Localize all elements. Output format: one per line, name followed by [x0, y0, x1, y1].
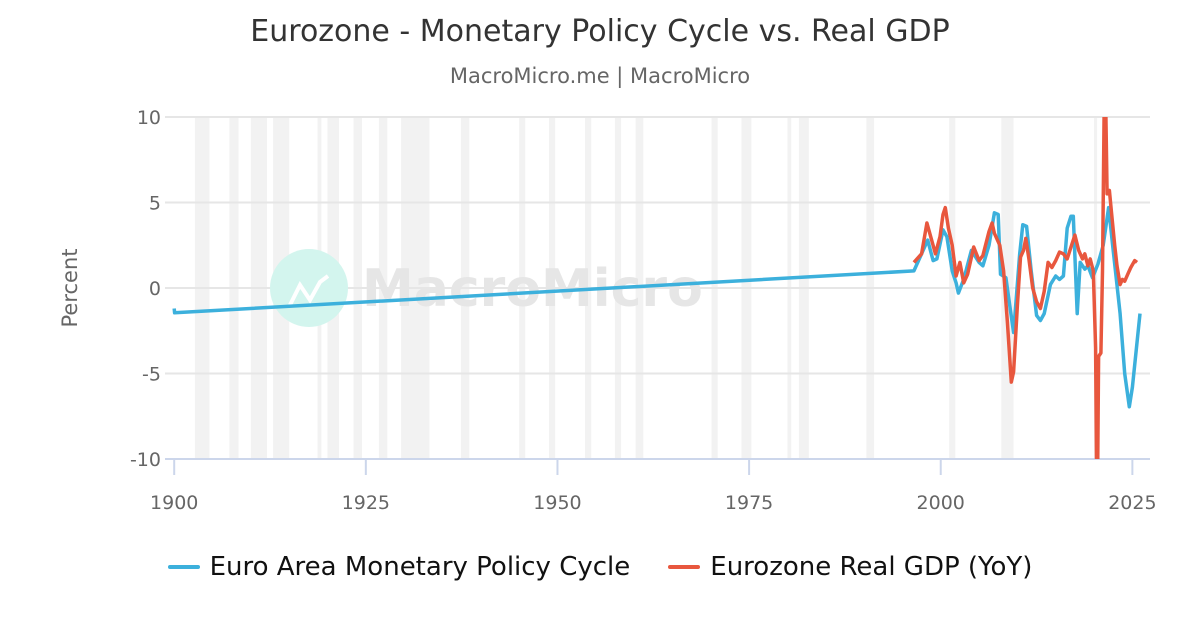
x-tick-label: 1900 — [150, 492, 198, 514]
legend-swatch-policy-cycle — [167, 565, 200, 569]
legend-label: Eurozone Real GDP (YoY) — [710, 552, 1033, 582]
x-tick-label: 2025 — [1108, 492, 1156, 514]
y-tick-label: -10 — [130, 449, 161, 471]
x-tick-label: 1975 — [725, 492, 773, 514]
y-tick-label: 0 — [149, 278, 161, 300]
watermark-circle-icon — [270, 249, 348, 327]
watermark-logo: MacroMicro — [270, 249, 703, 327]
axes: 10 5 0 -5 -10 1900 1925 1950 1975 2000 2025 — [130, 107, 1157, 514]
legend: Euro Area Monetary Policy Cycle Eurozone… — [0, 552, 1200, 582]
series-line-policy-cycle — [172, 205, 1142, 409]
series-line-real-gdp — [912, 117, 1139, 459]
chart-title: Eurozone - Monetary Policy Cycle vs. Rea… — [250, 14, 950, 49]
x-tick-label: 1950 — [533, 492, 581, 514]
watermark-text: MacroMicro — [362, 259, 703, 319]
legend-item-policy-cycle[interactable]: Euro Area Monetary Policy Cycle — [167, 552, 631, 582]
y-tick-label: -5 — [142, 364, 161, 386]
y-axis-label: Percent — [58, 248, 82, 327]
x-tick-label: 1925 — [342, 492, 390, 514]
watermark-chart-icon — [288, 274, 330, 306]
series-lines — [172, 117, 1142, 459]
chart-subtitle: MacroMicro.me | MacroMicro — [449, 64, 751, 88]
x-tick-label: 2000 — [917, 492, 965, 514]
legend-label: Euro Area Monetary Policy Cycle — [209, 552, 631, 582]
legend-item-real-gdp[interactable]: Eurozone Real GDP (YoY) — [668, 552, 1032, 582]
legend-swatch-real-gdp — [668, 565, 701, 569]
y-tick-label: 5 — [149, 193, 161, 215]
y-tick-label: 10 — [137, 107, 161, 129]
